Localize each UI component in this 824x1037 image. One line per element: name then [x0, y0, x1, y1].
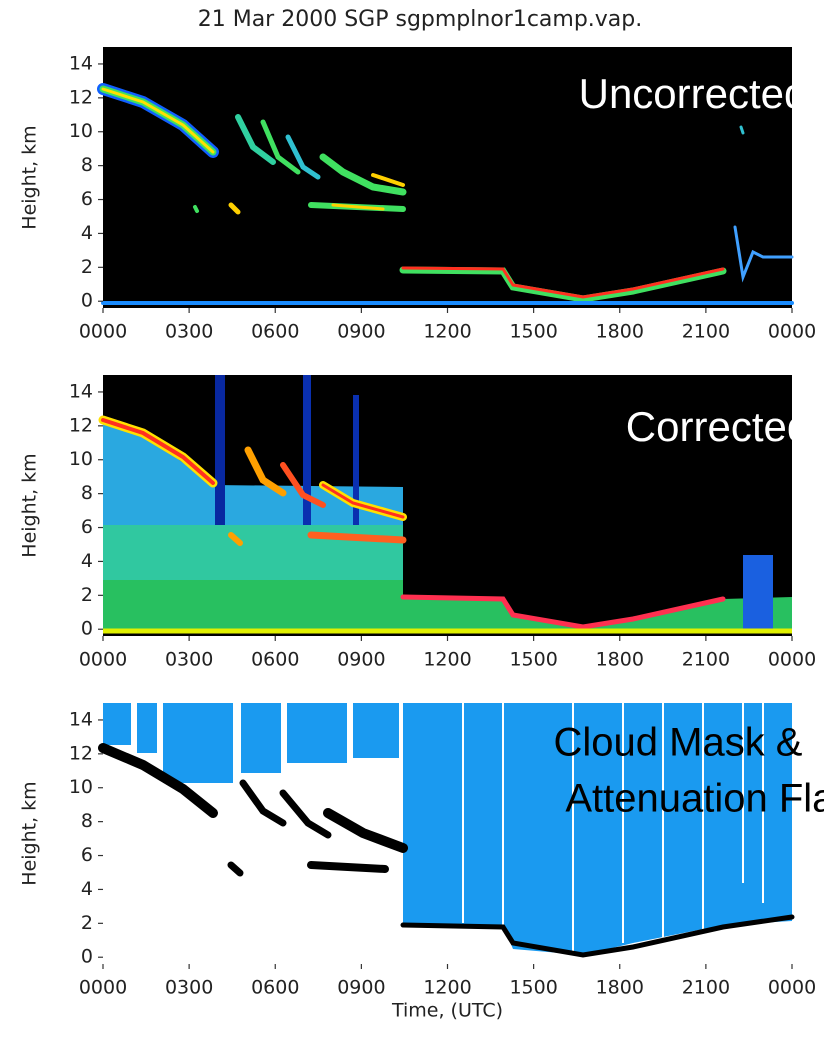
y-tick-label: 12 — [69, 742, 93, 764]
x-tick-label: 0000 — [79, 977, 127, 999]
x-tick-label: 0000 — [768, 977, 816, 999]
y-axis-label: Height, km — [19, 453, 41, 557]
y-tick-label: 14 — [69, 52, 93, 74]
x-tick-label: 0300 — [165, 321, 213, 343]
panel: 0 2 4 6 8 10 12 14 0000 0300 0600 0900 1200 1500 1800 2… — [19, 703, 824, 1022]
y-tick-label: 0 — [81, 290, 93, 312]
panel-annotation: Cloud Mask & — [554, 721, 803, 765]
y-tick-label: 4 — [81, 550, 93, 572]
x-tick-label: 0900 — [337, 977, 385, 999]
panel-annotation: Uncorrected — [579, 70, 808, 117]
x-tick-label: 0600 — [251, 321, 299, 343]
x-tick-label: 1800 — [596, 321, 644, 343]
y-tick-label: 8 — [81, 154, 93, 176]
backscatter-image — [97, 83, 794, 305]
x-tick-label: 1500 — [509, 649, 557, 671]
y-tick-label: 12 — [69, 86, 93, 108]
x-tick-label: 0000 — [768, 321, 816, 343]
x-tick-label: 1500 — [509, 977, 557, 999]
panel: 0 2 4 6 8 10 12 14 0000 0300 0600 0900 1200 1500 1800 2… — [19, 375, 816, 671]
y-tick-label: 4 — [81, 878, 93, 900]
y-tick-label: 0 — [81, 946, 93, 968]
y-tick-label: 10 — [69, 776, 93, 798]
figure-title: 21 Mar 2000 SGP sgpmplnor1camp.vap. — [198, 7, 643, 32]
y-tick-label: 8 — [81, 810, 93, 832]
y-tick-label: 6 — [81, 844, 93, 866]
y-tick-label: 8 — [81, 482, 93, 504]
x-tick-label: 0300 — [165, 649, 213, 671]
panel-annotation: Corrected — [626, 403, 810, 450]
x-tick-label: 2100 — [682, 321, 730, 343]
x-tick-label: 1500 — [509, 321, 557, 343]
y-tick-label: 2 — [81, 256, 93, 278]
x-tick-label: 1200 — [423, 321, 471, 343]
y-axis-label: Height, km — [19, 781, 41, 885]
x-tick-label: 2100 — [682, 649, 730, 671]
image-background — [103, 47, 792, 308]
x-axis-label: Time, (UTC) — [391, 1000, 503, 1022]
x-tick-label: 0600 — [251, 977, 299, 999]
y-tick-label: 14 — [69, 708, 93, 730]
x-tick-label: 2100 — [682, 977, 730, 999]
x-tick-label: 0300 — [165, 977, 213, 999]
panel: 0 2 4 6 8 10 12 14 0000 0300 0600 0900 1200 1500 1800 2… — [19, 47, 816, 343]
x-tick-label: 0000 — [79, 321, 127, 343]
y-tick-label: 10 — [69, 448, 93, 470]
x-tick-label: 1200 — [423, 977, 471, 999]
mask-image — [98, 703, 795, 958]
x-tick-label: 1800 — [596, 977, 644, 999]
y-tick-label: 12 — [69, 414, 93, 436]
y-tick-label: 10 — [69, 120, 93, 142]
x-tick-label: 0000 — [768, 649, 816, 671]
y-tick-label: 6 — [81, 188, 93, 210]
y-tick-label: 14 — [69, 380, 93, 402]
y-tick-label: 4 — [81, 222, 93, 244]
x-tick-label: 0600 — [251, 649, 299, 671]
y-tick-label: 2 — [81, 912, 93, 934]
y-tick-label: 2 — [81, 584, 93, 606]
x-tick-label: 0900 — [337, 321, 385, 343]
panel-annotation: Attenuation Flag — [565, 777, 824, 821]
y-tick-label: 0 — [81, 618, 93, 640]
y-axis-label: Height, km — [19, 125, 41, 229]
x-tick-label: 1800 — [596, 649, 644, 671]
x-tick-label: 1200 — [423, 649, 471, 671]
x-tick-label: 0000 — [79, 649, 127, 671]
backscatter-image — [98, 375, 792, 634]
y-tick-label: 6 — [81, 516, 93, 538]
x-tick-label: 0900 — [337, 649, 385, 671]
